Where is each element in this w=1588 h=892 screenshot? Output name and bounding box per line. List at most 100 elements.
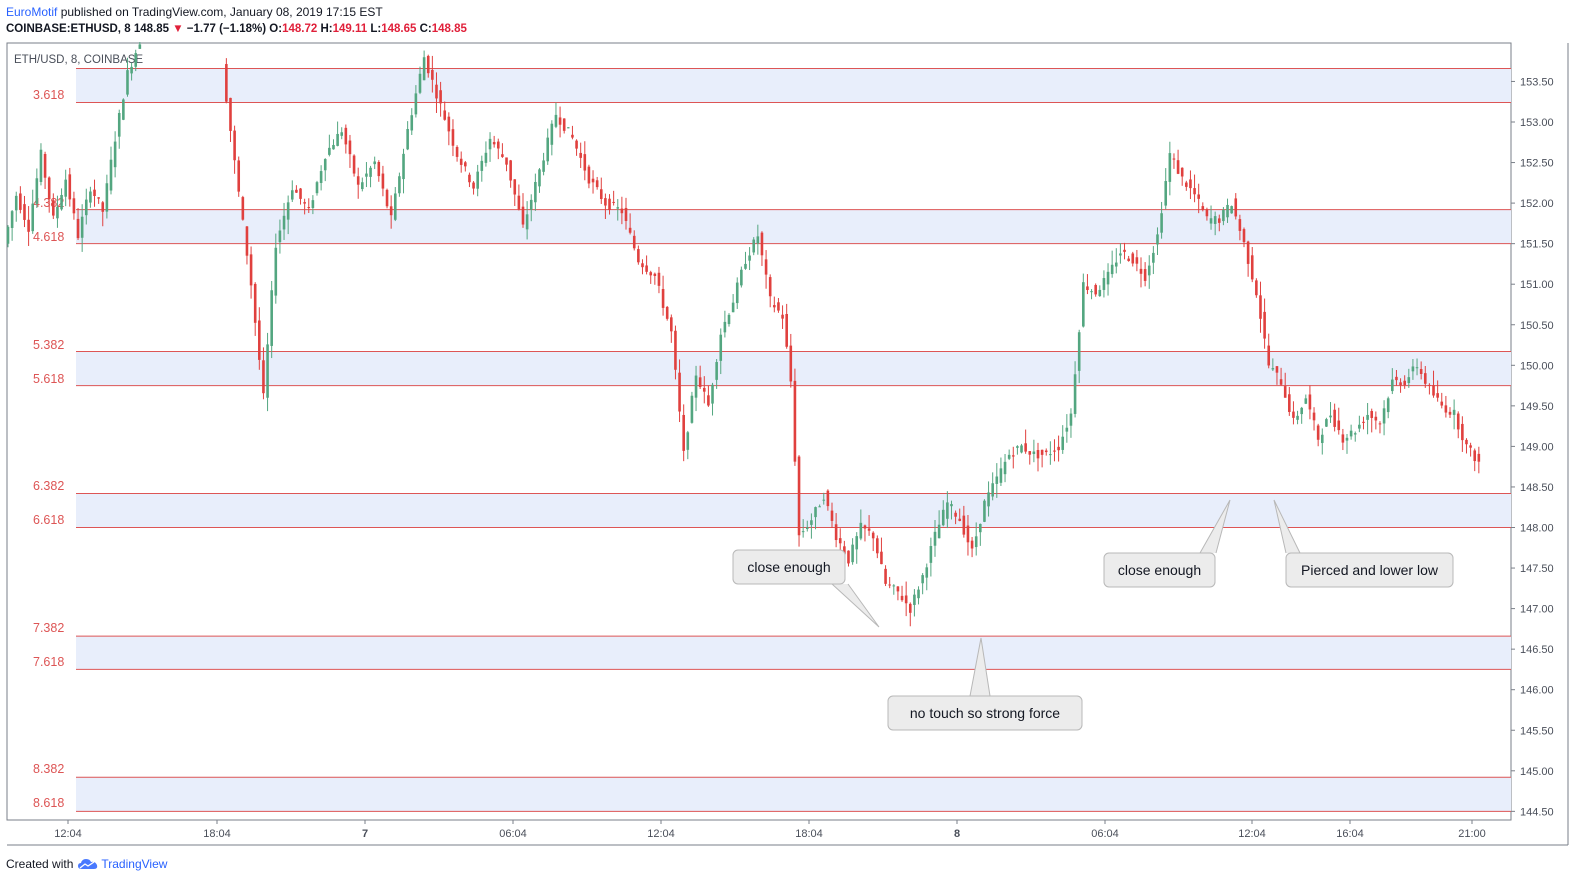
candle-body [398, 176, 401, 194]
fib-label: 5.382 [33, 338, 64, 352]
fib-zone [76, 209, 1511, 244]
candle-body [670, 317, 673, 332]
candle-body [1061, 436, 1065, 450]
tradingview-brand[interactable]: TradingView [101, 857, 168, 871]
down-arrow-icon: ▼ [172, 23, 184, 35]
candle-body [1094, 285, 1097, 295]
candle-body [1279, 379, 1283, 385]
candle-body [476, 171, 479, 189]
candle-body [323, 159, 327, 171]
candle-body [501, 154, 504, 157]
tradingview-logo[interactable]: TradingView [77, 857, 167, 871]
candle-body [365, 173, 368, 177]
candle-body [900, 595, 904, 601]
candle-body [1353, 433, 1357, 435]
callout-text: no touch so strong force [910, 705, 1060, 721]
candle-body [1325, 419, 1328, 427]
candle-body [84, 199, 88, 216]
candle-body [979, 523, 982, 533]
candle-body [954, 512, 957, 517]
candle-body [558, 117, 562, 125]
candle-body [1102, 278, 1106, 290]
candle-body [702, 387, 706, 392]
candle-body [1349, 430, 1353, 437]
candle-body [863, 525, 867, 529]
candle-body [571, 134, 574, 138]
candle-body [1399, 382, 1402, 386]
candle-body [344, 127, 348, 145]
candle-body [1448, 411, 1452, 415]
candle-body [525, 214, 529, 230]
y-tick-label: 151.50 [1520, 239, 1554, 251]
candle-body [1164, 181, 1168, 206]
candle-body [468, 174, 471, 183]
candle-body [31, 203, 35, 232]
candle-body [52, 200, 55, 216]
candle-body [130, 66, 133, 74]
candle-body [859, 522, 863, 539]
candle-body [941, 509, 945, 526]
candle-body [781, 314, 784, 319]
candle-body [838, 538, 842, 544]
candle-body [1461, 423, 1464, 441]
candle-body [517, 195, 521, 210]
candle-body [113, 141, 117, 168]
candle-body [410, 115, 414, 131]
candle-body [451, 129, 455, 146]
candle-body [1044, 450, 1048, 453]
candle-body [1139, 268, 1143, 274]
candle-body [336, 133, 339, 146]
candle-body [637, 249, 640, 263]
candle-body [406, 128, 409, 150]
candle-body [599, 189, 603, 200]
candle-body [295, 189, 298, 193]
candle-body [764, 259, 768, 275]
candle-body [908, 603, 912, 613]
candle-body [855, 536, 859, 550]
candle-body [1024, 443, 1027, 452]
candle-body [1386, 398, 1390, 413]
candle-body [711, 384, 714, 404]
candle-body [1263, 311, 1266, 339]
candle-body [1345, 437, 1349, 441]
candle-body [1205, 209, 1209, 217]
candle-body [1432, 385, 1435, 396]
candle-body [6, 226, 10, 244]
candle-body [35, 178, 39, 204]
candle-body [595, 180, 599, 188]
y-tick-label: 150.00 [1520, 360, 1554, 372]
y-tick-label: 153.50 [1520, 76, 1554, 88]
candle-body [657, 272, 661, 286]
candle-body [682, 414, 685, 451]
candle-body [262, 360, 265, 394]
candle-body [389, 206, 393, 216]
candle-body [1275, 366, 1279, 373]
candle-body [785, 313, 788, 347]
candle-body [377, 162, 381, 177]
candle-body [740, 269, 743, 286]
y-tick-label: 146.00 [1520, 685, 1554, 697]
fib-zone [76, 777, 1511, 812]
x-tick-label: 7 [362, 828, 368, 840]
candle-body [352, 155, 356, 174]
published-text: published on TradingView.com, January 08… [60, 5, 383, 19]
candle-body [810, 520, 813, 525]
candle-body [1469, 445, 1472, 448]
y-tick-label: 145.50 [1520, 725, 1554, 737]
candle-body [1382, 408, 1386, 424]
candle-body [1152, 252, 1155, 263]
created-with-text: Created with [6, 857, 74, 871]
candle-body [253, 283, 257, 323]
candle-body [1147, 265, 1151, 276]
candle-body [1131, 253, 1135, 264]
candle-body [93, 189, 96, 197]
author-link[interactable]: EuroMotif [6, 5, 58, 19]
footer: Created with TradingView [6, 856, 167, 872]
candle-body [80, 216, 84, 238]
callout-text: Pierced and lower low [1301, 562, 1439, 578]
candle-body [138, 44, 142, 49]
x-tick-label: 12:04 [647, 828, 675, 840]
fib-label: 6.618 [33, 513, 64, 527]
candle-body [995, 476, 999, 484]
